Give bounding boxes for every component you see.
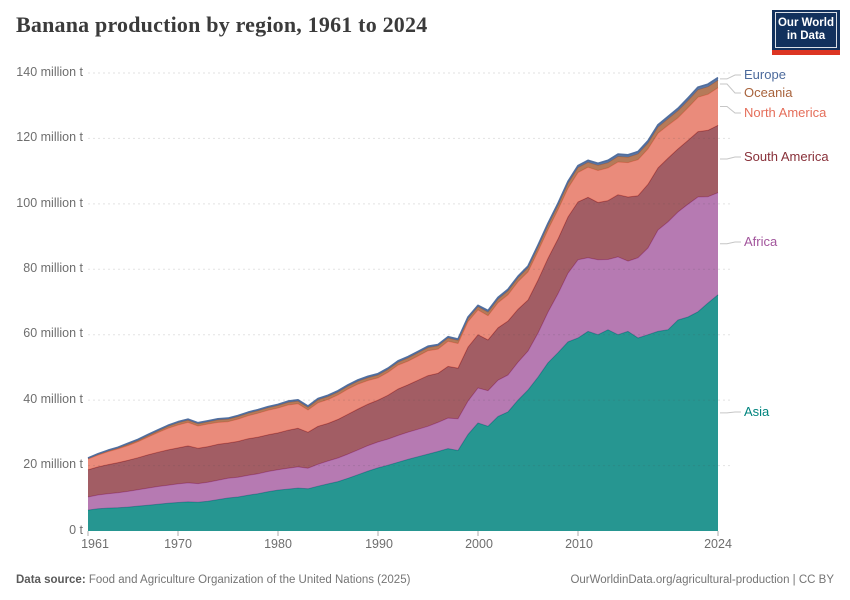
x-tick-label-1980: 1980 xyxy=(264,537,292,551)
owid-logo: Our World in Data xyxy=(772,10,840,55)
x-tick-label-1990: 1990 xyxy=(365,537,393,551)
logo-red-bar xyxy=(772,50,840,55)
y-tick-label-60: 60 million t xyxy=(23,326,83,340)
owid-logo-box: Our World in Data xyxy=(772,10,840,50)
y-tick-label-80: 80 million t xyxy=(23,261,83,275)
x-tick-label-2000: 2000 xyxy=(465,537,493,551)
y-tick-label-40: 40 million t xyxy=(23,392,83,406)
y-tick-label-20: 20 million t xyxy=(23,457,83,471)
y-tick-label-0: 0 t xyxy=(69,523,83,537)
x-tick-label-2024: 2024 xyxy=(704,537,732,551)
y-tick-label-100: 100 million t xyxy=(16,196,83,210)
x-tick-label-2010: 2010 xyxy=(565,537,593,551)
legend-label-africa: Africa xyxy=(744,234,778,249)
data-source-text: Food and Agriculture Organization of the… xyxy=(85,574,411,586)
legend-label-europe: Europe xyxy=(744,67,786,82)
x-tick-label-1961: 1961 xyxy=(81,537,109,551)
data-source-label: Data source: xyxy=(16,574,86,586)
x-tick-label-1970: 1970 xyxy=(164,537,192,551)
legend-label-north-america: North America xyxy=(744,105,827,120)
logo-line-2: in Data xyxy=(786,30,826,42)
legend-label-south-america: South America xyxy=(744,149,829,164)
logo-line-1: Our World xyxy=(777,16,834,29)
page-title: Banana production by region, 1961 to 202… xyxy=(16,12,428,37)
owid-logo-text: Our World in Data xyxy=(775,12,837,48)
y-tick-label-120: 120 million t xyxy=(16,130,83,144)
data-source-note: Data source: Food and Agriculture Organi… xyxy=(16,574,410,586)
legend-label-oceania: Oceania xyxy=(744,85,793,100)
y-tick-label-140: 140 million t xyxy=(16,65,83,79)
owid-url-license: OurWorldinData.org/agricultural-producti… xyxy=(570,574,834,586)
legend-label-asia: Asia xyxy=(744,404,770,419)
